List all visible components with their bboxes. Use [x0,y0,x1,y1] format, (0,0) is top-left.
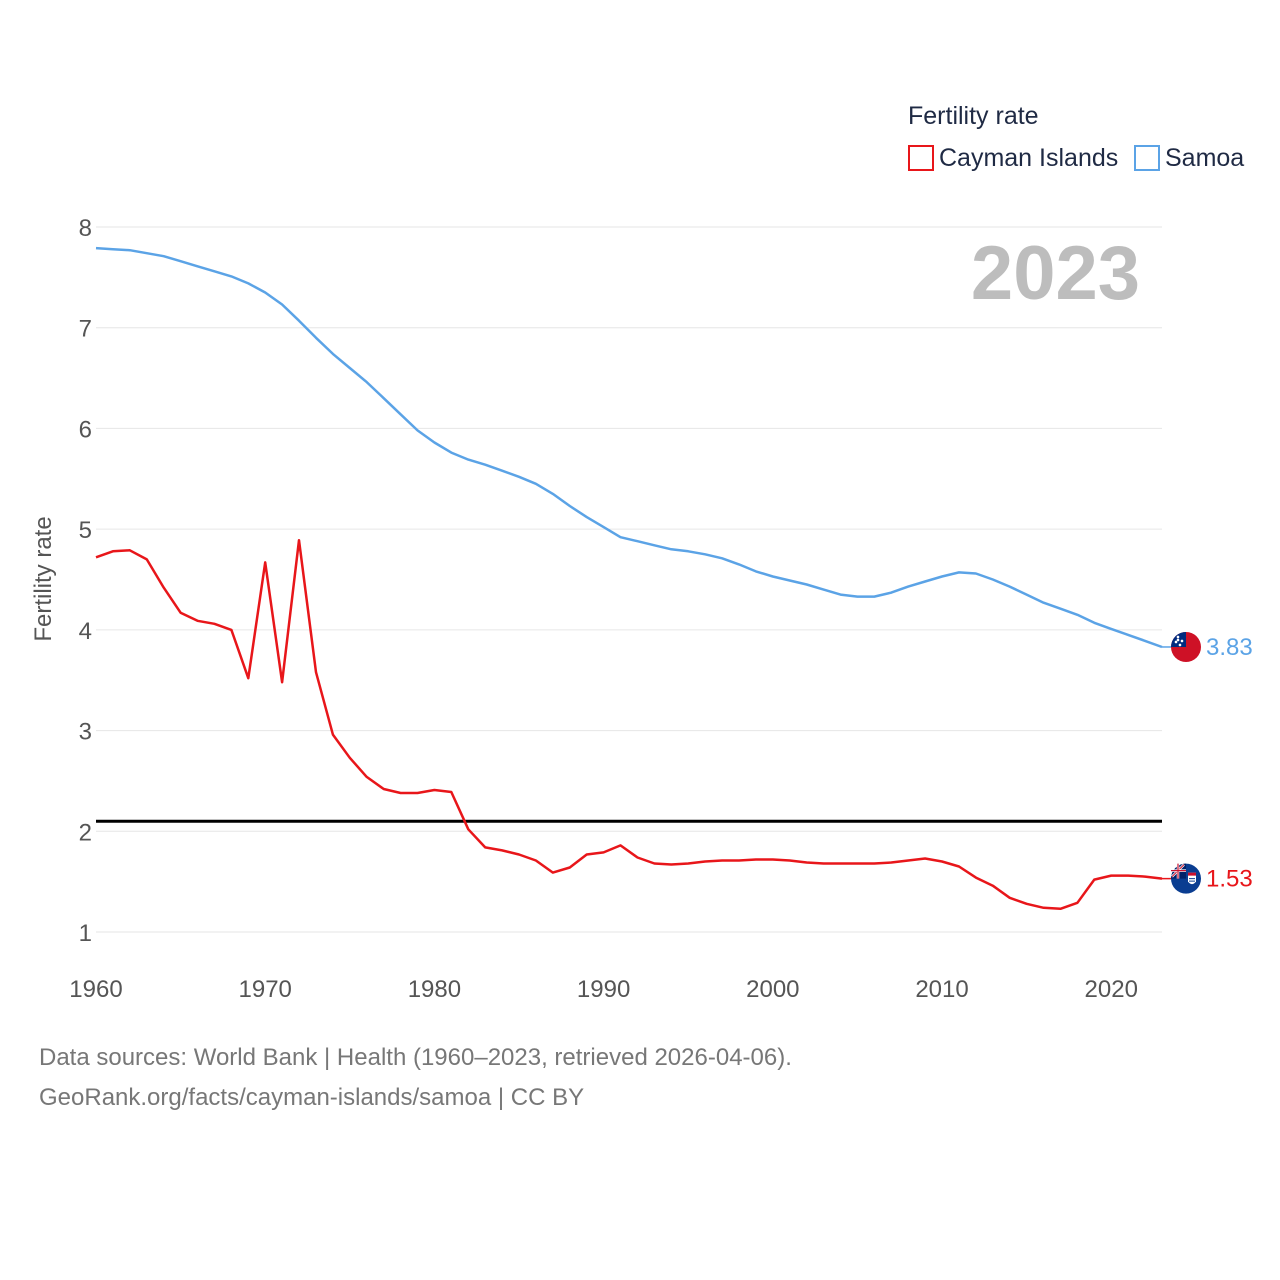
y-tick-label: 8 [79,215,92,242]
footer-sources: Data sources: World Bank | Health (1960–… [39,1044,792,1071]
y-tick-label: 2 [79,819,92,846]
series-line-cayman-islands[interactable] [95,538,1163,911]
legend-swatch-samoa[interactable] [1134,145,1160,171]
series-line-samoa[interactable] [95,246,1163,649]
footer-credit: GeoRank.org/facts/cayman-islands/samoa |… [39,1084,585,1111]
y-tick-label: 4 [79,618,92,645]
x-tick-label: 2020 [1085,976,1138,1003]
end-value-samoa: 3.83 [1206,634,1253,661]
y-axis-ticks: 1 2 3 4 5 6 7 8 [79,215,92,947]
legend-title: Fertility rate [908,102,1039,130]
end-value-cayman-islands: 1.53 [1206,866,1253,893]
x-tick-label: 1970 [239,976,292,1003]
x-tick-label: 2010 [915,976,968,1003]
year-label: 2023 [971,231,1140,316]
y-gridlines [96,226,1162,933]
end-labels: 1.53 3.83 [1162,631,1253,894]
y-tick-label: 7 [79,316,92,343]
y-tick-label: 6 [79,416,92,443]
x-tick-label: 1980 [408,976,461,1003]
y-tick-label: 1 [79,920,92,947]
legend-swatch-cayman-islands[interactable] [908,145,934,171]
legend-label-samoa[interactable]: Samoa [1165,144,1244,172]
y-axis-label: Fertility rate [30,516,57,641]
samoa-flag-icon [1171,631,1201,662]
legend-label-cayman-islands[interactable]: Cayman Islands [939,144,1118,172]
y-tick-label: 5 [79,517,92,544]
x-axis-ticks: 1960 1970 1980 1990 2000 2010 2020 [69,976,1138,1003]
x-tick-label: 2000 [746,976,799,1003]
y-tick-label: 3 [79,719,92,746]
x-tick-label: 1990 [577,976,630,1003]
x-tick-label: 1960 [69,976,122,1003]
cayman-islands-flag-icon [1171,863,1201,894]
series-lines [95,246,1163,911]
